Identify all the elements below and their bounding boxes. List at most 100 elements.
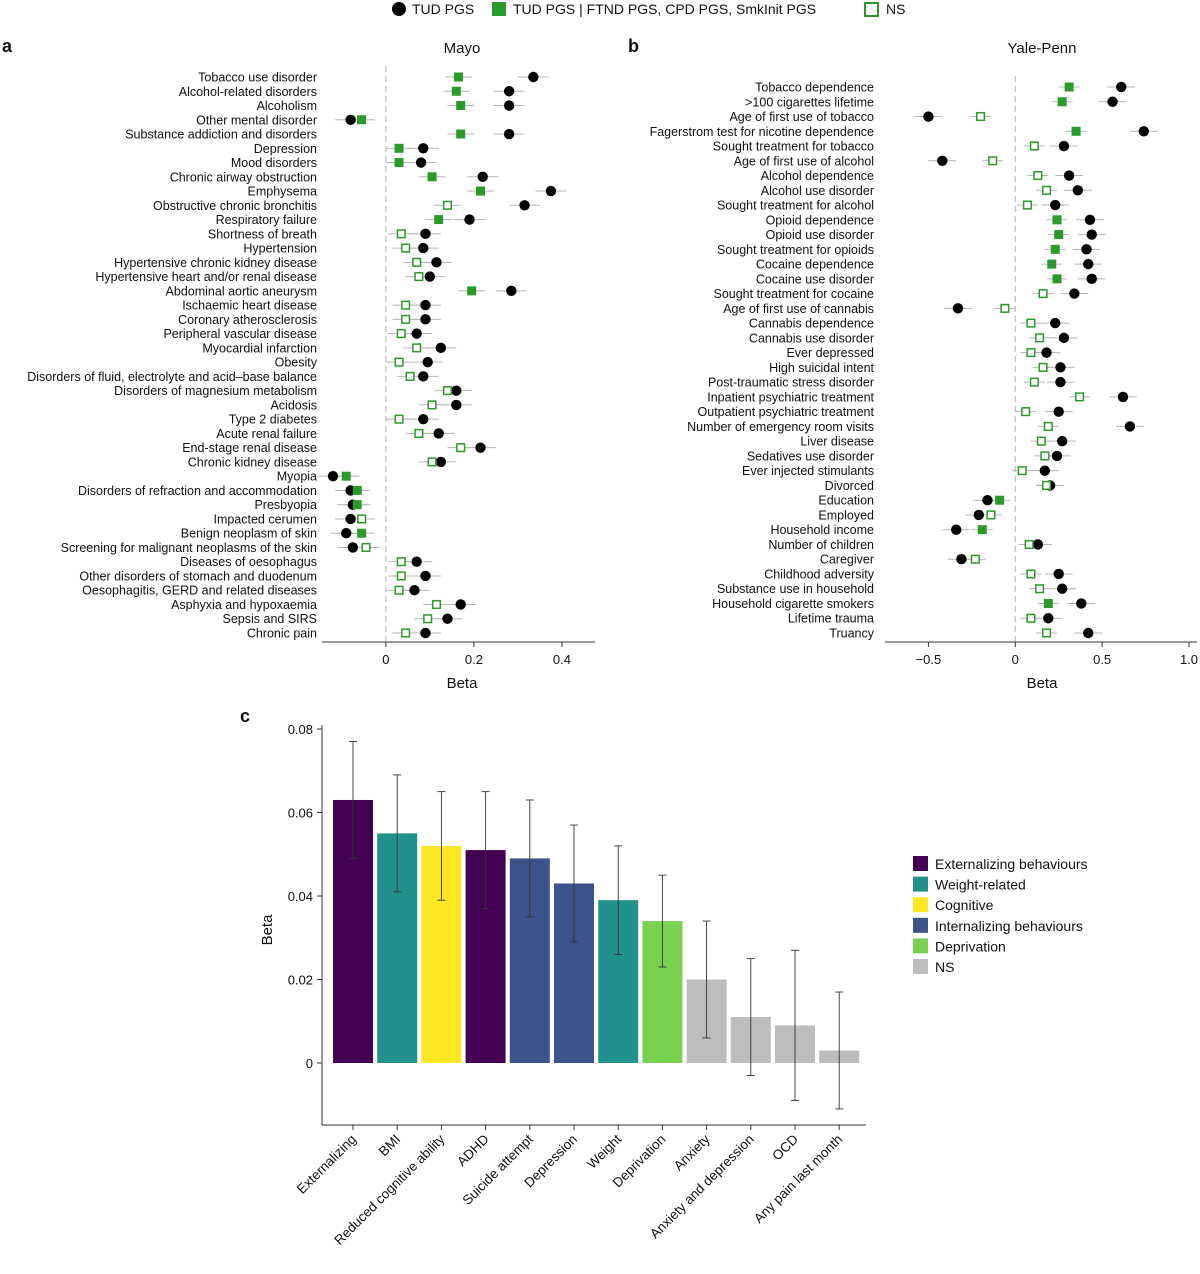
row: Peripheral vascular disease	[163, 327, 433, 341]
legend-swatch	[913, 876, 928, 892]
row-label: Depression	[254, 142, 317, 156]
row-label: Age of first use of tobacco	[729, 110, 874, 124]
tud-pgs-point	[973, 509, 985, 521]
tud-pgs-point	[1107, 96, 1118, 107]
row-label: Oesophagitis, GERD and related diseases	[82, 584, 317, 598]
tud-pgs-point	[956, 554, 967, 565]
tud-pgs-point	[464, 214, 475, 225]
row: Age of first use of cannabis	[723, 302, 1016, 316]
row-label: Hypertensive chronic kidney disease	[114, 256, 317, 270]
tud-pgs-point	[327, 470, 339, 482]
row-label: Disorders of fluid, electrolyte and acid…	[27, 370, 317, 384]
legend-marker-open-square	[864, 2, 879, 17]
row-label: Divorced	[825, 479, 874, 493]
row-label: Opioid dependence	[766, 213, 874, 227]
ns-point	[405, 371, 415, 381]
row: Divorced	[825, 479, 1064, 493]
row-label: Asphyxia and hypoxaemia	[171, 598, 317, 612]
ns-point	[1029, 377, 1039, 387]
x-tick-label: 0	[382, 652, 389, 667]
row: Alcohol use disorder	[761, 184, 1092, 198]
row-label: Disorders of magnesium metabolism	[114, 384, 317, 398]
ns-point	[1024, 539, 1034, 550]
row-label: Education	[818, 494, 874, 508]
row-label: Alcoholism	[257, 99, 317, 113]
row-label: Outpatient psychiatric treatment	[698, 405, 875, 419]
tud-pgs-point	[418, 413, 429, 425]
row-label: Hypertensive heart and/or renal disease	[95, 270, 317, 284]
combined-pgs-point	[1043, 598, 1053, 608]
ns-point	[396, 571, 406, 581]
row: Chronic airway obstruction	[170, 170, 499, 184]
tud-pgs-point	[1069, 288, 1080, 299]
ns-point	[970, 554, 980, 564]
row-label: Sought treatment for cocaine	[713, 287, 874, 301]
x-tick-label: 0.2	[465, 652, 483, 667]
ns-point	[412, 257, 422, 267]
row-label: Diseases of oesophagus	[180, 555, 317, 569]
row: Truancy	[829, 627, 1103, 641]
row: Impacted cerumen	[213, 512, 375, 526]
combined-pgs-point	[476, 186, 486, 196]
panel-a-x-ticks: 0 0.2 0.4	[382, 642, 571, 667]
combined-pgs-point	[341, 471, 351, 481]
row: Ever injected stimulants	[742, 464, 1059, 478]
panel-letter-a: a	[2, 36, 13, 56]
row-label: Chronic pain	[247, 627, 317, 641]
tud-pgs-point	[1050, 199, 1061, 211]
combined-pgs-point	[394, 143, 404, 153]
tud-pgs-point	[424, 271, 436, 282]
row: Lifetime trauma	[788, 612, 1063, 626]
row-label: Obesity	[275, 356, 318, 370]
combined-pgs-point	[456, 129, 466, 139]
tud-pgs-point	[1050, 317, 1061, 329]
tud-pgs-point	[1116, 81, 1127, 93]
row: Alcohol dependence	[761, 169, 1084, 183]
tud-pgs-point	[1138, 126, 1150, 137]
legend-label: Internalizing behaviours	[935, 918, 1083, 934]
row-label: Post-traumatic stress disorder	[708, 376, 874, 390]
row: Sepsis and SIRS	[223, 612, 463, 626]
tud-pgs-point	[345, 513, 356, 525]
row: Disorders of refraction and accommodatio…	[78, 484, 371, 498]
tud-pgs-point	[420, 570, 431, 582]
row: Chronic pain	[247, 627, 441, 641]
tud-pgs-point	[1043, 613, 1054, 624]
row-label: Cannabis use disorder	[749, 331, 874, 345]
category-label: Anxiety	[671, 1131, 713, 1173]
tud-pgs-point	[347, 542, 359, 553]
row: Sought treatment for cocaine	[713, 287, 1089, 301]
row-label: Fagerstrom test for nicotine dependence	[650, 125, 874, 139]
row-label: Ever injected stimulants	[742, 464, 874, 478]
row-label: Substance addiction and disorders	[125, 128, 317, 142]
x-tick-label: 1.0	[1180, 652, 1198, 667]
row-label: Obstructive chronic bronchitis	[153, 199, 317, 213]
tud-pgs-point	[1058, 140, 1070, 152]
row-label: Sought treatment for alcohol	[717, 199, 874, 213]
ns-point	[401, 314, 411, 324]
ns-point	[427, 400, 437, 410]
row-label: Cocaine use disorder	[756, 272, 874, 286]
combined-pgs-point	[357, 115, 367, 125]
tud-pgs-point	[418, 371, 429, 382]
row-label: Lifetime trauma	[788, 612, 874, 626]
panel-c-ylabel: Beta	[259, 914, 276, 946]
legend-swatch	[913, 917, 928, 933]
row-label: Sought treatment for opioids	[717, 243, 874, 257]
row-label: Screening for malignant neoplasms of the…	[61, 541, 317, 555]
ns-point	[357, 514, 367, 524]
category-label: BMI	[376, 1132, 404, 1160]
ns-point	[1000, 303, 1010, 313]
combined-pgs-point	[451, 86, 461, 96]
row-label: Employed	[818, 508, 874, 522]
row-label: Shortness of breath	[208, 227, 317, 241]
ns-point	[1021, 407, 1031, 417]
tud-pgs-point	[1117, 391, 1129, 403]
row-label: Cocaine dependence	[756, 258, 874, 272]
tud-pgs-point	[506, 285, 517, 297]
tud-pgs-point	[1124, 421, 1136, 432]
row-label: >100 cigarettes lifetime	[745, 95, 874, 109]
row: Shortness of breath	[208, 227, 441, 241]
combined-pgs-point	[357, 528, 367, 538]
